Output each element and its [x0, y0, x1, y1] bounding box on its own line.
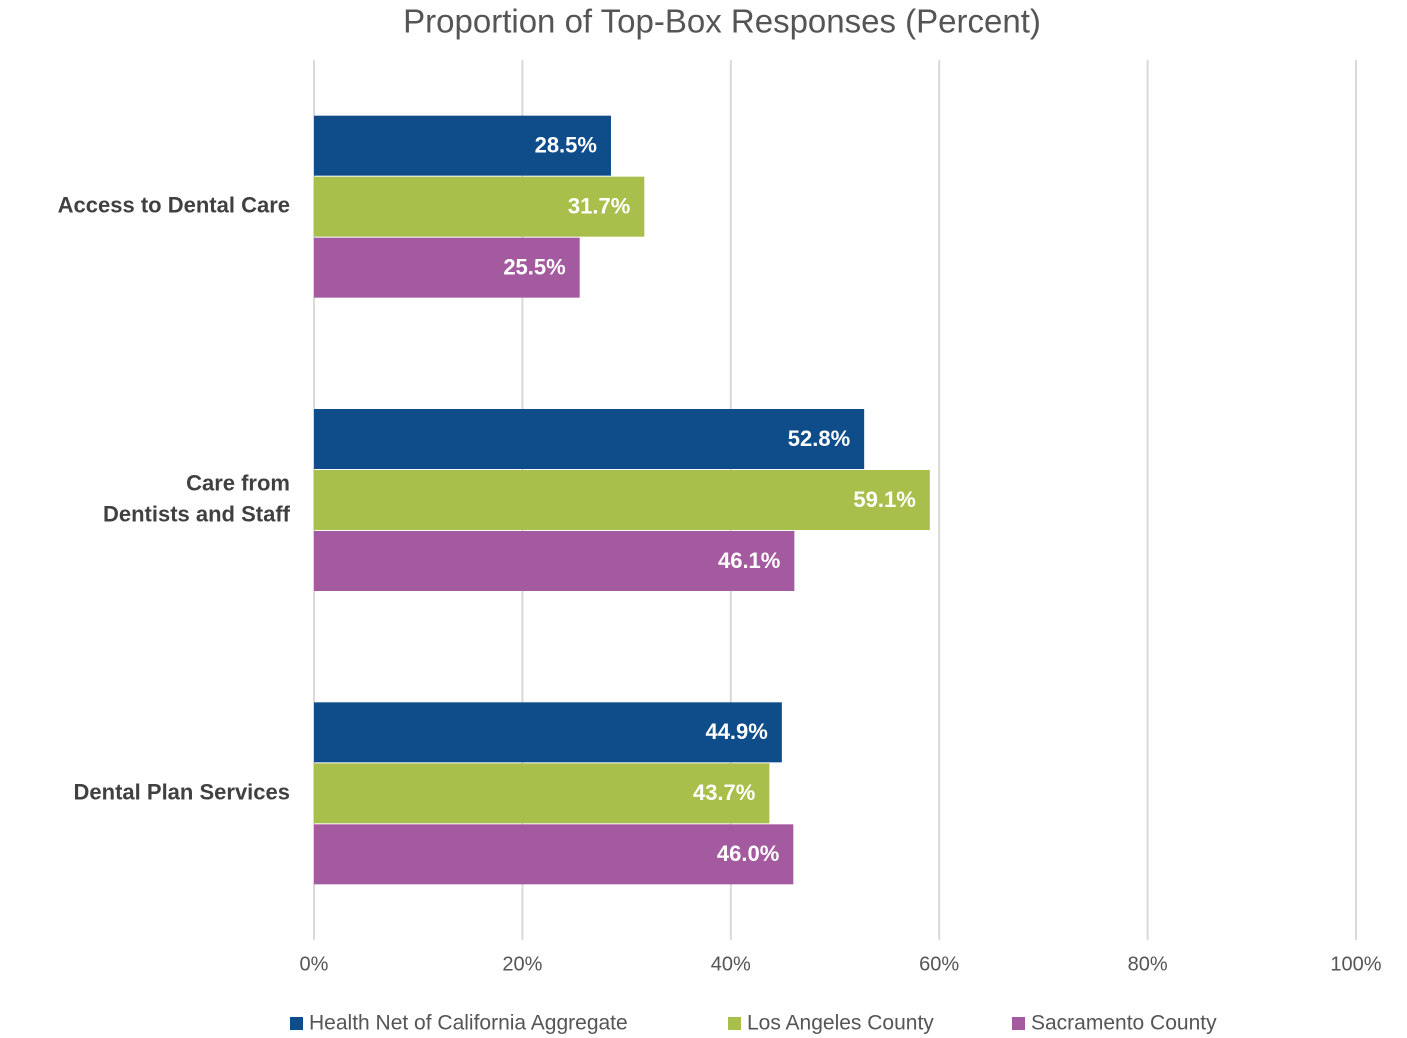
- data-label: 46.0%: [717, 841, 779, 866]
- x-tick-label: 0%: [300, 953, 329, 975]
- bar: [314, 531, 795, 591]
- x-tick-label: 20%: [502, 953, 542, 975]
- bar: [314, 237, 580, 298]
- bar: [314, 763, 770, 824]
- bar: [314, 115, 611, 176]
- x-tick-label: 100%: [1330, 953, 1381, 975]
- data-label: 25.5%: [503, 254, 565, 279]
- y-tick-label: Dental Plan Services: [74, 779, 290, 804]
- legend-swatch: [290, 1017, 303, 1030]
- data-label: 31.7%: [568, 193, 630, 218]
- data-label: 52.8%: [788, 426, 850, 451]
- x-tick-label: 60%: [919, 953, 959, 975]
- legend-label: Los Angeles County: [747, 1012, 934, 1035]
- legend-swatch: [1012, 1017, 1025, 1030]
- y-tick-label: Access to Dental Care: [58, 192, 290, 217]
- legend-label: Health Net of California Aggregate: [309, 1012, 628, 1035]
- data-label: 46.1%: [718, 548, 780, 573]
- x-tick-label: 80%: [1128, 953, 1168, 975]
- legend-swatch: [728, 1017, 741, 1030]
- bar: [314, 470, 930, 530]
- data-label: 59.1%: [853, 487, 915, 512]
- bar: [314, 409, 865, 469]
- chart-title: Proportion of Top-Box Responses (Percent…: [403, 3, 1041, 40]
- bar: [314, 824, 794, 885]
- data-label: 28.5%: [535, 132, 597, 157]
- bar: [314, 176, 645, 237]
- data-label: 44.9%: [705, 719, 767, 744]
- bar: [314, 702, 782, 763]
- legend-label: Sacramento County: [1031, 1012, 1217, 1035]
- x-tick-label: 40%: [711, 953, 751, 975]
- data-label: 43.7%: [693, 780, 755, 805]
- y-tick-label: Care from Dentists and Staff: [103, 470, 291, 526]
